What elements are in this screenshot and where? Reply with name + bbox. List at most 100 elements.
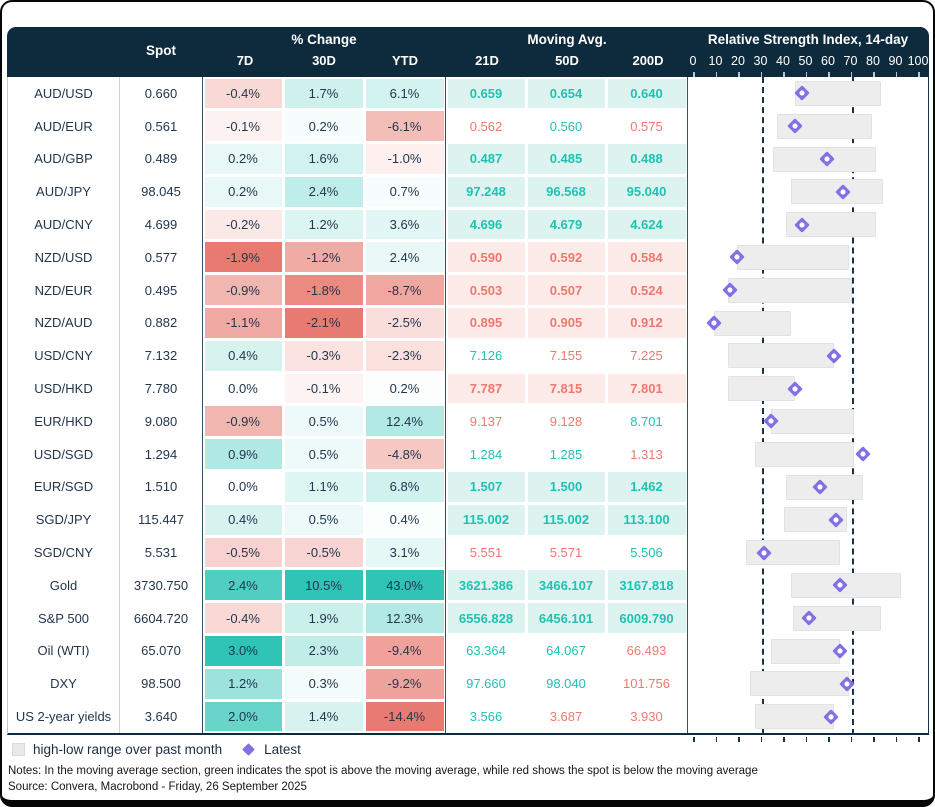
pct-change-value: 3.1% (365, 537, 444, 568)
moving-avg-value: 0.584 (607, 242, 686, 273)
moving-avg-cell: 5.506 (606, 536, 687, 569)
header-200d: 200D (632, 53, 664, 68)
pct-change-cell: 0.4% (202, 339, 283, 373)
rsi-range-bar (736, 244, 850, 270)
moving-avg-value: 115.002 (527, 504, 605, 535)
diamond-center-dot (830, 352, 837, 360)
rsi-chart-cell (687, 339, 929, 373)
moving-avg-cell: 1.313 (606, 438, 687, 471)
rsi-bottom-tick (693, 737, 695, 742)
pct-change-cell: 1.2% (202, 667, 283, 701)
pct-change-cell: 0.5% (283, 405, 364, 438)
moving-avg-cell: 101.756 (606, 667, 687, 700)
moving-avg-value: 0.895 (447, 308, 525, 338)
rsi-chart-cell (687, 568, 929, 602)
moving-avg-cell: 4.679 (526, 208, 606, 241)
moving-avg-value: 8.701 (607, 406, 686, 437)
pct-change-value: -2.3% (365, 340, 444, 371)
diamond-center-dot (726, 286, 734, 294)
rsi-bottom-tick (895, 737, 897, 742)
pct-change-value: 0.2% (284, 111, 363, 142)
pct-change-value: 2.0% (204, 701, 282, 732)
rsi-scale-label: 100 (907, 54, 929, 68)
pct-change-cell: -2.3% (364, 339, 445, 372)
header-30d: 30D (312, 53, 336, 68)
rsi-scale-label: 90 (888, 54, 903, 68)
moving-avg-value: 97.248 (447, 176, 525, 207)
pct-change-value: -2.1% (284, 308, 363, 338)
rsi-range-bar (727, 343, 834, 369)
moving-avg-value: 5.551 (447, 537, 525, 568)
moving-avg-cell: 1.284 (445, 437, 526, 471)
spot-cell: 4.699 (119, 208, 202, 241)
table-row: DXY 98.500 1.2% 0.3% -9.2% 97.660 98.040 101.75… (8, 667, 929, 701)
pct-change-cell: 6.1% (364, 77, 445, 110)
pct-change-value: 0.7% (365, 176, 444, 207)
diamond-center-dot (767, 418, 774, 425)
pct-change-value: -0.1% (204, 111, 282, 142)
moving-avg-value: 0.560 (527, 111, 605, 142)
rsi-scale-label: 40 (776, 54, 790, 68)
rsi-chart-cell (687, 404, 929, 438)
rsi-guide-line-70 (851, 77, 854, 735)
moving-avg-value: 96.568 (527, 176, 605, 207)
moving-avg-cell: 115.002 (526, 503, 606, 536)
pct-change-cell: -8.7% (364, 274, 445, 307)
moving-avg-cell: 3.566 (445, 700, 526, 733)
diamond-center-dot (760, 549, 768, 556)
pct-change-cell: 2.4% (283, 175, 364, 208)
moving-avg-value: 0.503 (447, 275, 525, 306)
pair-name-cell: NZD/USD (34, 249, 93, 265)
pct-change-value: 0.2% (204, 144, 282, 174)
pair-name-cell: SGD/CNY (33, 545, 94, 561)
diamond-center-dot (832, 516, 840, 524)
pct-change-cell: 12.4% (364, 405, 445, 438)
moving-avg-cell: 7.801 (606, 372, 687, 405)
rsi-scale-tick (693, 72, 695, 77)
pct-change-value: -6.1% (365, 111, 444, 142)
moving-avg-value: 0.507 (527, 275, 605, 306)
spot-cell: 0.577 (119, 240, 202, 274)
pct-change-value: 3.6% (365, 209, 444, 240)
table-row: EUR/SGD 1.510 0.0% 1.1% 6.8% 1.507 1.500 1.462 (8, 470, 929, 504)
rsi-chart-cell (687, 700, 929, 733)
spot-cell: 1.294 (119, 437, 202, 471)
table-row: NZD/USD 0.577 -1.9% -1.2% 2.4% 0.590 0.592 0.58… (8, 240, 929, 274)
rsi-bottom-tick (715, 737, 717, 742)
moving-avg-value: 95.040 (607, 176, 686, 207)
rsi-range-bar (790, 179, 883, 205)
legend-range-label: high-low range over past month (33, 742, 223, 757)
diamond-center-dot (798, 221, 806, 228)
moving-avg-cell: 6556.828 (445, 601, 526, 635)
moving-avg-value: 1.507 (447, 472, 525, 502)
moving-avg-cell: 97.248 (445, 175, 526, 209)
rsi-scale-label: 20 (731, 54, 745, 68)
moving-avg-cell: 66.493 (606, 635, 687, 668)
pct-change-cell: -1.9% (202, 240, 283, 274)
spot-cell: 65.070 (119, 634, 202, 668)
rsi-chart-cell (687, 437, 929, 471)
latest-diamond-icon (242, 743, 255, 756)
pair-name-cell: AUD/USD (34, 85, 93, 101)
moving-avg-cell: 9.137 (445, 404, 526, 438)
moving-avg-cell: 0.560 (526, 110, 606, 143)
pair-name-cell: USD/CNY (34, 348, 93, 364)
diamond-center-dot (791, 385, 799, 392)
rsi-chart-cell (687, 536, 929, 569)
moving-avg-value: 1.284 (447, 439, 525, 470)
moving-avg-value: 63.364 (447, 636, 525, 666)
moving-avg-cell: 96.568 (526, 175, 606, 208)
pct-change-cell: 0.0% (202, 470, 283, 504)
pct-change-value: -9.2% (365, 668, 444, 699)
spot-cell: 0.561 (119, 109, 202, 143)
pct-change-value: 2.4% (365, 242, 444, 273)
moving-avg-value: 3.930 (607, 701, 686, 732)
rsi-bottom-axis (687, 737, 928, 743)
moving-avg-cell: 0.488 (606, 143, 687, 176)
moving-avg-value: 0.590 (447, 242, 525, 273)
header-7d: 7D (236, 53, 254, 68)
rsi-chart-cell (687, 372, 929, 405)
spot-cell: 3.640 (119, 700, 202, 733)
pair-name-cell: EUR/HKD (34, 413, 93, 429)
moving-avg-cell: 0.895 (445, 306, 526, 340)
